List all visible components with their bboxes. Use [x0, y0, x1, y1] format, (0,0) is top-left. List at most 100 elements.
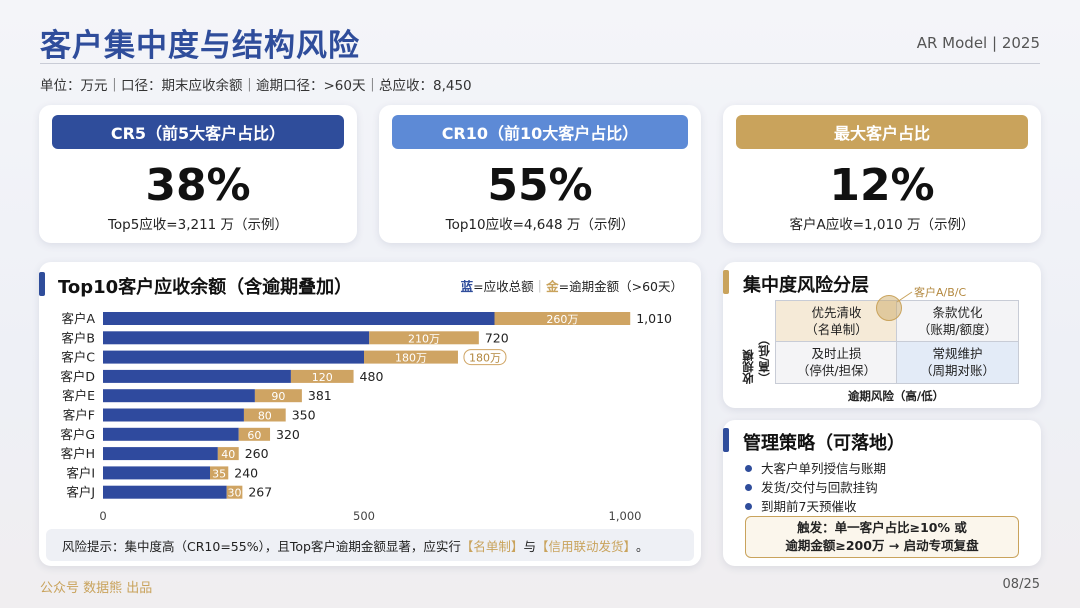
kpi-header-max: 最大客户占比	[736, 115, 1028, 149]
matrix-hdivider	[776, 341, 1018, 342]
callout-label: 180万	[469, 352, 501, 365]
cell-routine-title: 常规维护	[932, 345, 983, 361]
matrix-cell-routine: 常规维护 （周期对账）	[897, 342, 1018, 383]
cell-priority-sub: （名单制）	[805, 321, 868, 337]
kpi-value-max: 12%	[829, 160, 935, 211]
total-bar	[103, 447, 218, 461]
overdue-value-label: 210万	[408, 332, 440, 345]
cell-priority-title: 优先清收	[811, 304, 862, 320]
total-bar	[103, 312, 495, 325]
category-label: 客户F	[63, 408, 95, 423]
overdue-value-label: 40	[221, 448, 235, 461]
x-tick-label: 500	[353, 509, 375, 523]
overdue-bar	[254, 389, 302, 403]
kpi-card-cr10: CR10（前10大客户占比） 55% Top10应收=4,648 万（示例）	[379, 105, 701, 243]
header-divider	[40, 63, 1040, 64]
bullet-dot	[745, 503, 752, 510]
total-value-label: 260	[245, 446, 269, 461]
legend-gold-key: 金	[546, 279, 559, 294]
matrix-marker-circle	[876, 295, 902, 321]
trigger-line-2: 逾期金额≥200万 → 启动专项复盘	[785, 538, 979, 553]
page-number: 08/25	[1002, 577, 1040, 592]
strategy-item-text: 大客户单列授信与账期	[761, 461, 887, 476]
strategy-item: 到期前7天预催收	[745, 496, 856, 515]
chart-legend: 蓝=应收总额｜金=逾期金额（>60天）	[461, 276, 683, 295]
cell-stoploss-sub: （停供/担保）	[796, 362, 877, 378]
matrix-vdivider	[896, 301, 897, 383]
overdue-bar	[210, 466, 229, 480]
kpi-value-cr10: 55%	[487, 160, 593, 211]
callout-pill	[463, 349, 507, 366]
total-bar	[103, 331, 370, 345]
trigger-box: 触发：单一客户占比≥10% 或 逾期金额≥200万 → 启动专项复盘	[745, 516, 1019, 558]
legend-separator: ｜	[533, 279, 547, 294]
overdue-bar	[364, 350, 458, 364]
total-bar	[103, 408, 244, 422]
trigger-line-1: 触发：单一客户占比≥10% 或	[797, 519, 967, 535]
matrix-marker-label: 客户A/B/C	[914, 286, 967, 299]
footer-source: 公众号 数据熊 出品	[40, 581, 153, 596]
matrix-cell-stoploss: 及时止损 （停供/担保）	[776, 342, 897, 383]
bullet-dot	[745, 484, 752, 491]
overdue-bar	[243, 408, 286, 422]
total-bar	[103, 485, 227, 499]
x-tick-label: 0	[99, 509, 106, 523]
total-value-label: 320	[276, 427, 300, 442]
matrix-section-marker	[723, 270, 729, 294]
overdue-value-label: 90	[271, 390, 285, 403]
kpi-note-cr5: Top5应收=3,211 万（示例）	[107, 217, 289, 233]
matrix-grid: 优先清收 （名单制） 条款优化 （账期/额度） 及时止损 （停供/担保） 常规维…	[775, 295, 1019, 384]
overdue-bar	[217, 447, 239, 461]
risk-end: 。	[635, 538, 649, 554]
overdue-bar	[369, 331, 479, 345]
category-label: 客户I	[66, 465, 95, 480]
matrix-cell-terms: 条款优化 （账期/额度）	[897, 301, 1018, 342]
total-value-label: 1,010	[636, 311, 672, 326]
kpi-value-cr5: 38%	[145, 160, 251, 211]
chart-title: Top10客户应收余额（含逾期叠加）	[58, 277, 353, 298]
total-bar	[103, 350, 364, 364]
category-label: 客户J	[66, 485, 95, 500]
total-bar	[103, 369, 291, 383]
cell-routine-sub: （周期对账）	[919, 362, 995, 378]
overdue-bar	[494, 312, 631, 325]
kpi-note-max: 客户A应收=1,010 万（示例）	[789, 217, 975, 233]
matrix-marker-leader	[896, 291, 913, 303]
total-value-label: 720	[485, 330, 509, 345]
category-label: 客户H	[61, 446, 95, 461]
kpi-header-cr5: CR5（前5大客户占比）	[52, 115, 344, 149]
page-title: 客户集中度与结构风险	[40, 28, 360, 64]
strategy-item: 大客户单列授信与账期	[745, 458, 886, 477]
chart-section-marker	[39, 272, 45, 296]
overdue-value-label: 180万	[395, 352, 427, 365]
legend-gold-text: =逾期金额（>60天）	[558, 279, 683, 294]
chart-card: Top10客户应收余额（含逾期叠加） 蓝=应收总额｜金=逾期金额（>60天） 客…	[39, 262, 701, 566]
category-label: 客户C	[61, 350, 95, 365]
kpi-header-cr10: CR10（前10大客户占比）	[392, 115, 688, 149]
risk-tag-credit: 【信用联动发货】	[535, 538, 636, 554]
risk-mid: 与	[523, 538, 536, 554]
brand-label: AR Model | 2025	[916, 34, 1040, 52]
total-bar	[103, 427, 239, 441]
strategy-title: 管理策略（可落地）	[743, 433, 905, 454]
overdue-bar	[226, 485, 243, 499]
overdue-value-label: 120	[312, 371, 333, 384]
overdue-value-label: 80	[258, 410, 272, 423]
total-value-label: 480	[360, 369, 384, 384]
overdue-bar	[238, 427, 271, 441]
total-bar	[103, 466, 211, 480]
category-label: 客户A	[61, 311, 95, 326]
overdue-value-label: 35	[212, 467, 226, 480]
kpi-card-max: 最大客户占比 12% 客户A应收=1,010 万（示例）	[723, 105, 1041, 243]
cell-terms-sub: （账期/额度）	[917, 321, 998, 337]
total-value-label: 240	[234, 465, 258, 480]
matrix-title: 集中度风险分层	[743, 275, 869, 296]
strategy-section-marker	[723, 428, 729, 452]
total-value-label: 350	[292, 408, 316, 423]
overdue-value-label: 260万	[546, 313, 578, 326]
total-bar	[103, 389, 255, 403]
overdue-value-label: 30	[228, 487, 242, 500]
overdue-bar	[290, 369, 354, 383]
legend-blue-text: =应收总额	[473, 279, 534, 294]
